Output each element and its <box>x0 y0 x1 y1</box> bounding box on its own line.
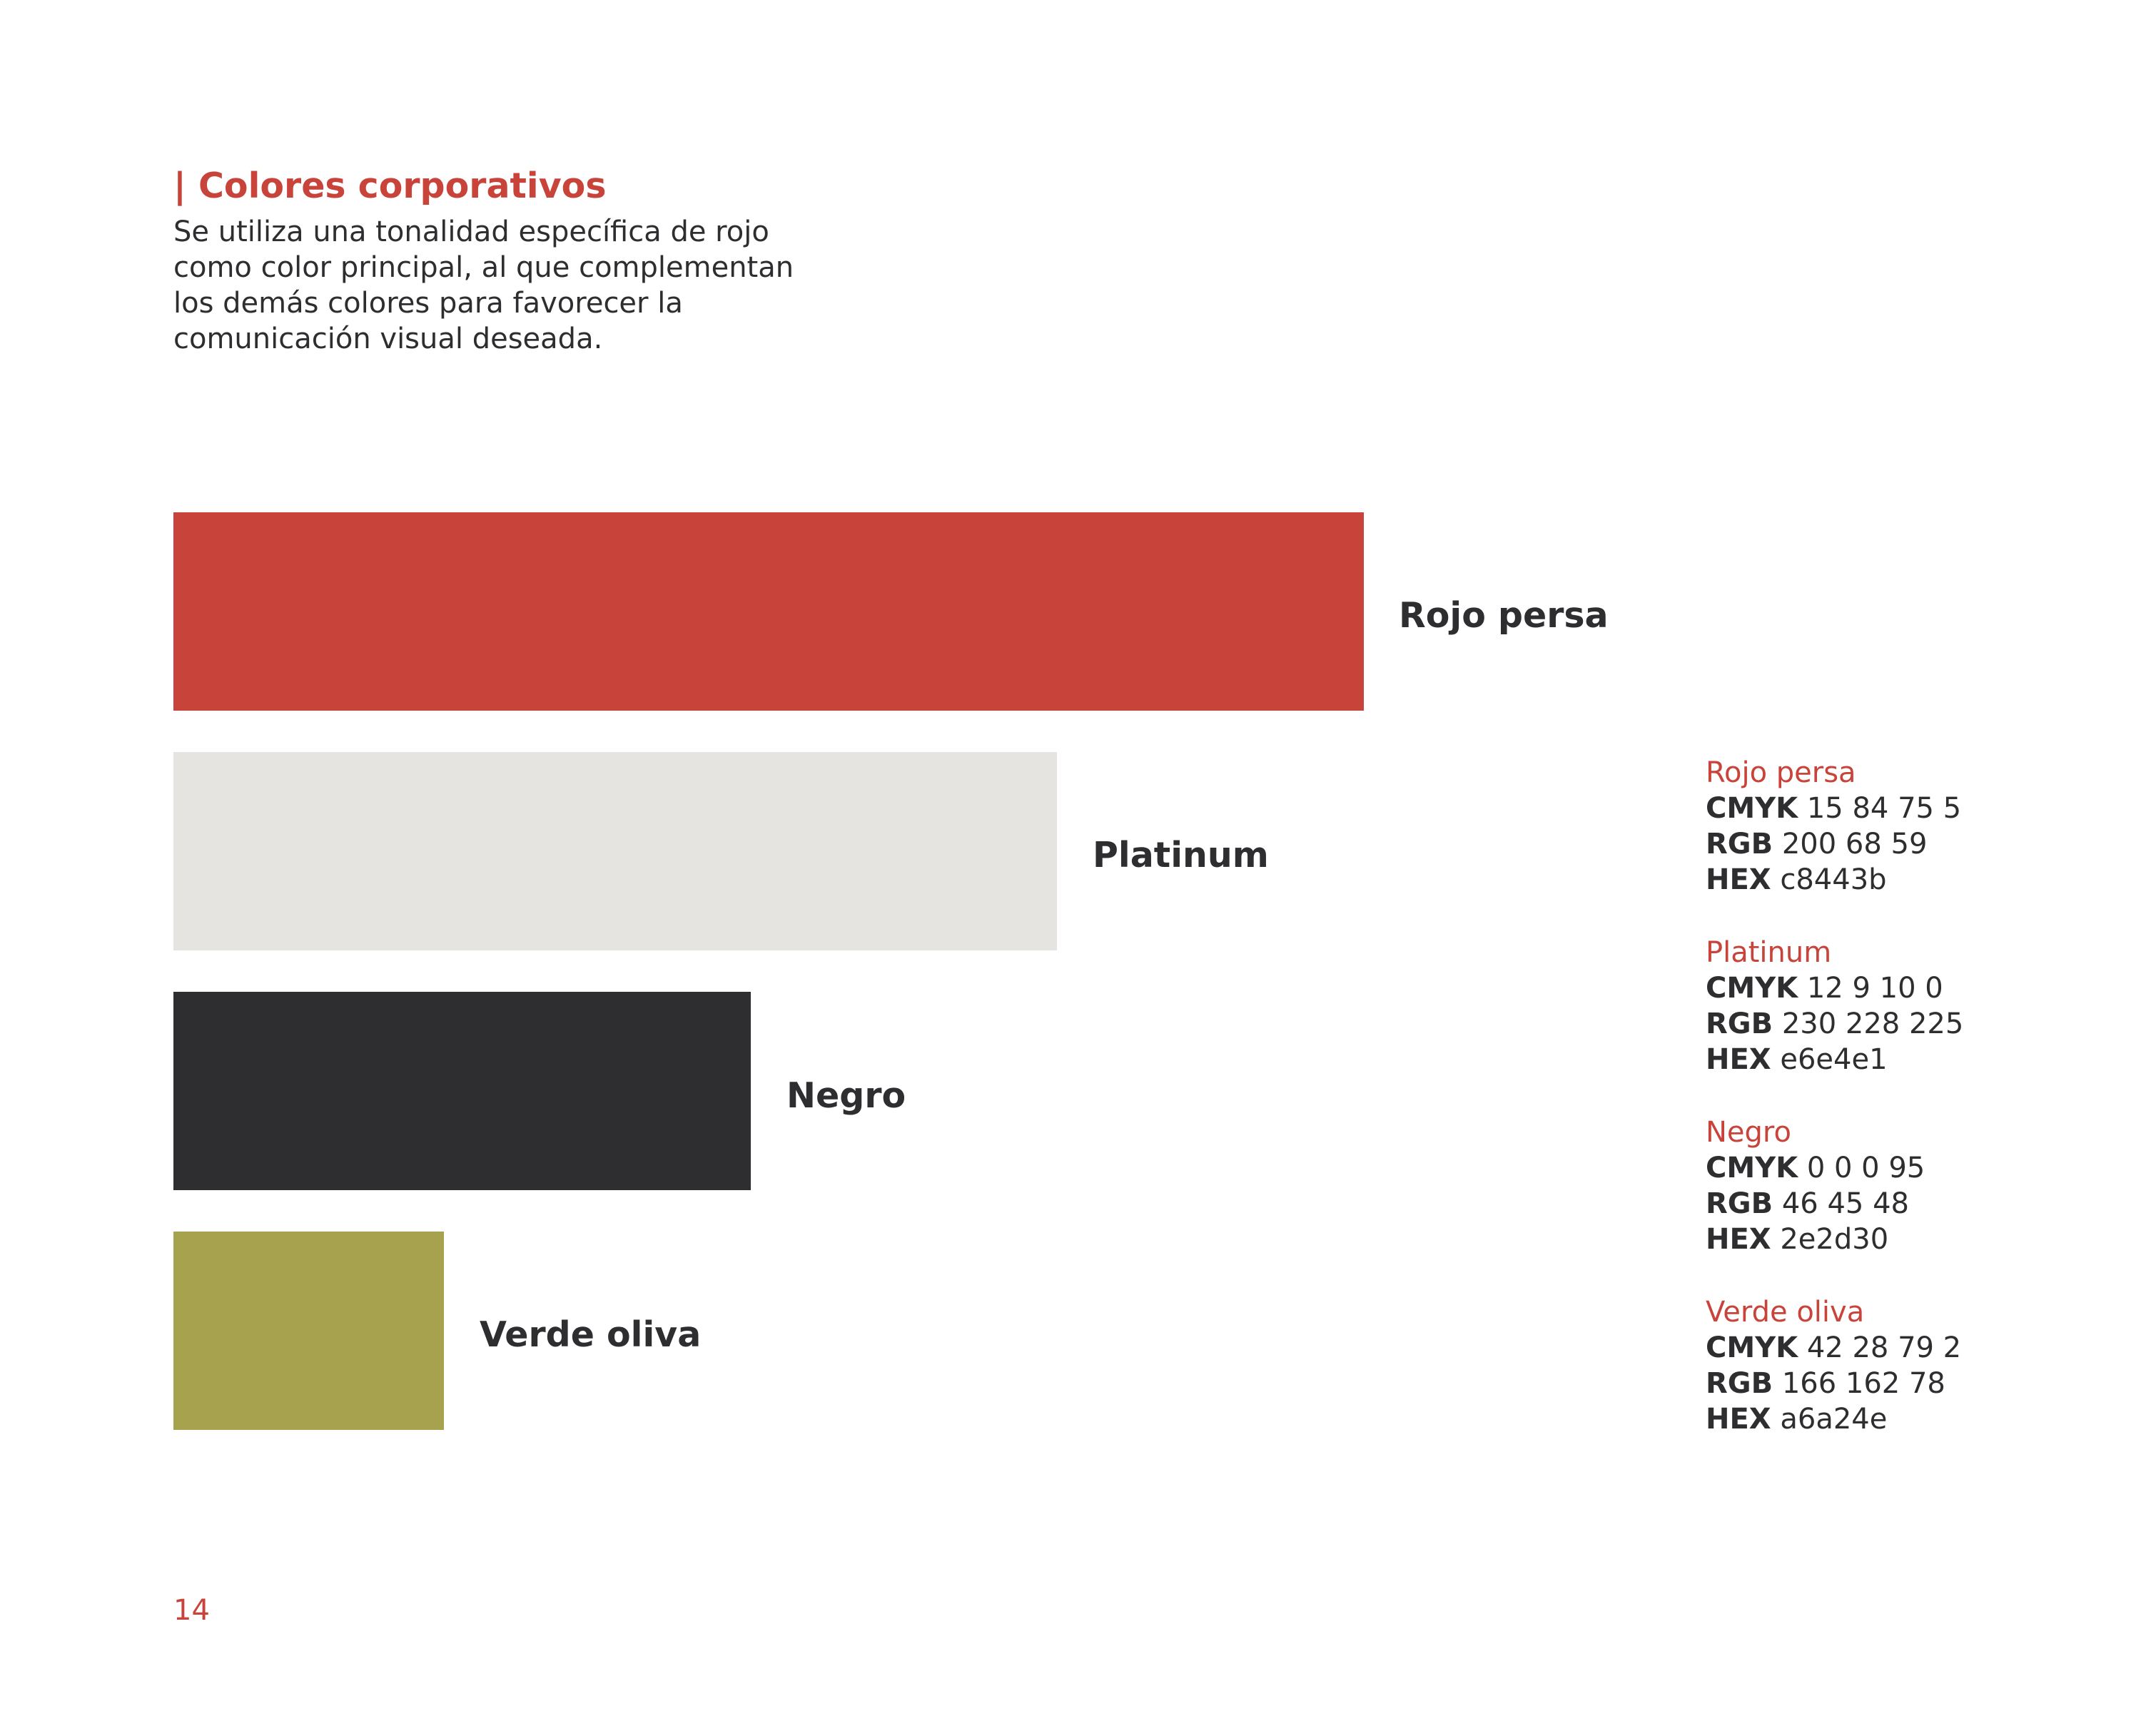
swatch-label-verde-oliva: Verde oliva <box>480 1314 702 1355</box>
spec-rgb-label: RGB <box>1706 828 1773 861</box>
spec-hex-value: e6e4e1 <box>1780 1043 1888 1076</box>
spec-name: Rojo persa <box>1706 756 1856 789</box>
swatch-rojo-persa <box>173 512 1364 711</box>
spec-cmyk-value: 42 28 79 2 <box>1806 1331 1962 1364</box>
spec-group-verde-oliva: Verde oliva CMYK 42 28 79 2 RGB 166 162 … <box>1706 1294 2105 1437</box>
spec-cmyk: CMYK 0 0 0 95 <box>1706 1150 2105 1186</box>
spec-rgb: RGB 230 228 225 <box>1706 1006 2105 1042</box>
spec-hex: HEX c8443b <box>1706 862 2105 898</box>
spec-group-negro: Negro CMYK 0 0 0 95 RGB 46 45 48 HEX 2e2… <box>1706 1115 2105 1257</box>
intro-paragraph: Se utiliza una tonalidad específica de r… <box>173 214 873 357</box>
page-number: 14 <box>173 1594 210 1627</box>
spec-rgb: RGB 166 162 78 <box>1706 1366 2105 1401</box>
spec-hex-label: HEX <box>1706 1223 1771 1256</box>
spec-cmyk-label: CMYK <box>1706 972 1798 1005</box>
spec-rgb: RGB 46 45 48 <box>1706 1186 2105 1222</box>
spec-hex-label: HEX <box>1706 1403 1771 1436</box>
spec-rgb-label: RGB <box>1706 1187 1773 1220</box>
spec-hex: HEX a6a24e <box>1706 1401 2105 1437</box>
spec-group-rojo-persa: Rojo persa CMYK 15 84 75 5 RGB 200 68 59… <box>1706 755 2105 898</box>
swatch-verde-oliva <box>173 1232 444 1430</box>
spec-cmyk-label: CMYK <box>1706 1152 1798 1184</box>
intro-line: los demás colores para favorecer la <box>173 287 683 320</box>
spec-hex-label: HEX <box>1706 1043 1771 1076</box>
spec-rgb: RGB 200 68 59 <box>1706 826 2105 862</box>
section-title: | Colores corporativos <box>173 166 607 206</box>
spec-rgb-value: 166 162 78 <box>1781 1367 1945 1400</box>
spec-cmyk-label: CMYK <box>1706 792 1798 825</box>
spec-rgb-label: RGB <box>1706 1367 1773 1400</box>
spec-hex-value: a6a24e <box>1780 1403 1888 1436</box>
intro-line: comunicación visual deseada. <box>173 323 603 355</box>
spec-cmyk: CMYK 42 28 79 2 <box>1706 1330 2105 1366</box>
spec-group-platinum: Platinum CMYK 12 9 10 0 RGB 230 228 225 … <box>1706 935 2105 1077</box>
intro-line: Se utiliza una tonalidad específica de r… <box>173 215 769 248</box>
spec-rgb-label: RGB <box>1706 1007 1773 1040</box>
swatch-label-platinum: Platinum <box>1093 835 1269 875</box>
spec-name: Verde oliva <box>1706 1296 1865 1329</box>
color-specs: Rojo persa CMYK 15 84 75 5 RGB 200 68 59… <box>1706 755 2105 1474</box>
spec-hex-value: 2e2d30 <box>1780 1223 1889 1256</box>
spec-rgb-value: 200 68 59 <box>1781 828 1928 861</box>
spec-hex-value: c8443b <box>1780 863 1887 896</box>
spec-name: Negro <box>1706 1116 1791 1149</box>
spec-rgb-value: 230 228 225 <box>1781 1007 1964 1040</box>
swatch-platinum <box>173 752 1057 950</box>
spec-cmyk-label: CMYK <box>1706 1331 1798 1364</box>
spec-hex: HEX 2e2d30 <box>1706 1222 2105 1257</box>
spec-cmyk: CMYK 12 9 10 0 <box>1706 970 2105 1006</box>
spec-cmyk-value: 15 84 75 5 <box>1806 792 1962 825</box>
swatch-label-rojo-persa: Rojo persa <box>1399 595 1609 636</box>
intro-line: como color principal, al que complementa… <box>173 251 794 284</box>
spec-cmyk: CMYK 15 84 75 5 <box>1706 791 2105 826</box>
swatch-negro <box>173 992 751 1190</box>
spec-hex: HEX e6e4e1 <box>1706 1042 2105 1077</box>
spec-cmyk-value: 12 9 10 0 <box>1806 972 1943 1005</box>
spec-name: Platinum <box>1706 936 1832 969</box>
spec-hex-label: HEX <box>1706 863 1771 896</box>
swatch-label-negro: Negro <box>786 1075 906 1116</box>
spec-cmyk-value: 0 0 0 95 <box>1806 1152 1925 1184</box>
spec-rgb-value: 46 45 48 <box>1781 1187 1909 1220</box>
